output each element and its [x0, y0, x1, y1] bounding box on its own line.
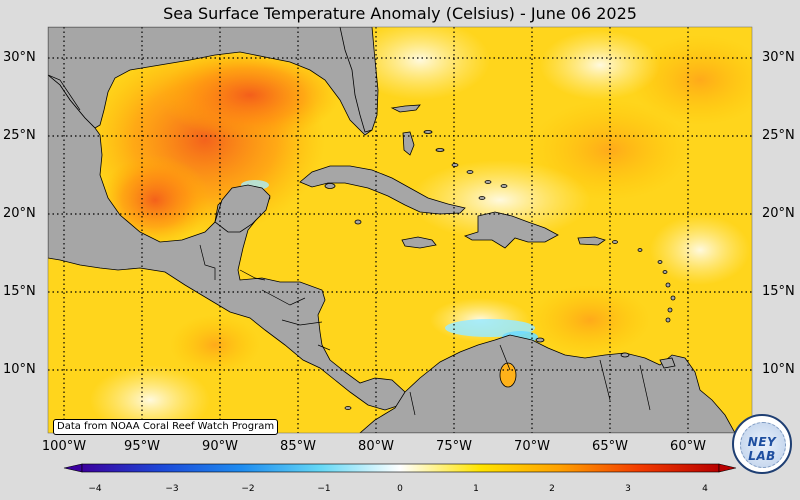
land-south-america — [359, 334, 736, 433]
colorbar-tick-neg1: −1 — [317, 484, 331, 494]
map-title: Sea Surface Temperature Anomaly (Celsius… — [163, 4, 637, 23]
land-andros — [402, 131, 415, 156]
colorbar-tick-2: 2 — [549, 484, 555, 494]
lat-label-right-10: 10°N — [762, 362, 795, 377]
land-hispaniola — [463, 211, 559, 249]
lat-label-right-20: 20°N — [762, 206, 795, 221]
lat-label-right-15: 15°N — [762, 284, 795, 299]
data-credit-label: Data from NOAA Coral Reef Watch Program — [53, 419, 279, 435]
lon-label-95w: 95°W — [124, 439, 160, 454]
lon-label-100w: 100°W — [41, 439, 87, 454]
colorbar-tick-neg3: −3 — [165, 484, 179, 494]
lon-label-80w: 80°W — [358, 439, 394, 454]
land-puerto-rico — [577, 236, 606, 246]
land-jamaica — [401, 236, 437, 249]
colorbar-tick-neg4: −4 — [88, 484, 102, 494]
lon-label-70w: 70°W — [514, 439, 550, 454]
land-masses — [48, 27, 736, 433]
lat-label-right-30: 30°N — [762, 50, 795, 65]
lat-label-left-10: 10°N — [3, 362, 36, 377]
colorbar-tick-4: 4 — [702, 484, 708, 494]
colorbar-left-arrow — [63, 463, 83, 473]
colorbar-right-arrow — [718, 463, 737, 473]
colorbar-tick-0: 0 — [397, 484, 403, 494]
lon-label-75w: 75°W — [436, 439, 472, 454]
land-cuba — [299, 165, 466, 215]
land-mexico-central-america — [48, 74, 406, 411]
ney-lab-logo: NEY LAB — [732, 414, 792, 474]
logo-text: NEY LAB — [747, 435, 777, 463]
colorbar-tick-3: 3 — [625, 484, 631, 494]
lon-label-60w: 60°W — [670, 439, 706, 454]
lon-label-65w: 65°W — [592, 439, 628, 454]
map-border — [47, 26, 753, 434]
colorbar-tick-neg2: −2 — [241, 484, 255, 494]
lat-label-left-20: 20°N — [3, 206, 36, 221]
lat-label-left-15: 15°N — [3, 284, 36, 299]
lat-label-left-25: 25°N — [3, 128, 36, 143]
graticule — [48, 27, 752, 433]
country-borders — [48, 74, 651, 416]
logo-globe-icon — [740, 422, 786, 468]
colorbar — [63, 463, 737, 473]
colorbar-tick-1: 1 — [473, 484, 479, 494]
colorbar-gradient — [81, 463, 720, 473]
land-florida — [339, 27, 379, 133]
land-trinidad — [659, 357, 676, 369]
land-yucatan — [214, 184, 271, 233]
lon-label-90w: 90°W — [202, 439, 238, 454]
lat-label-right-25: 25°N — [762, 128, 795, 143]
map-area — [48, 27, 752, 433]
lon-label-85w: 85°W — [280, 439, 316, 454]
small-islands — [324, 130, 676, 410]
lat-label-left-30: 30°N — [3, 50, 36, 65]
land-grand-bahama — [390, 104, 421, 113]
